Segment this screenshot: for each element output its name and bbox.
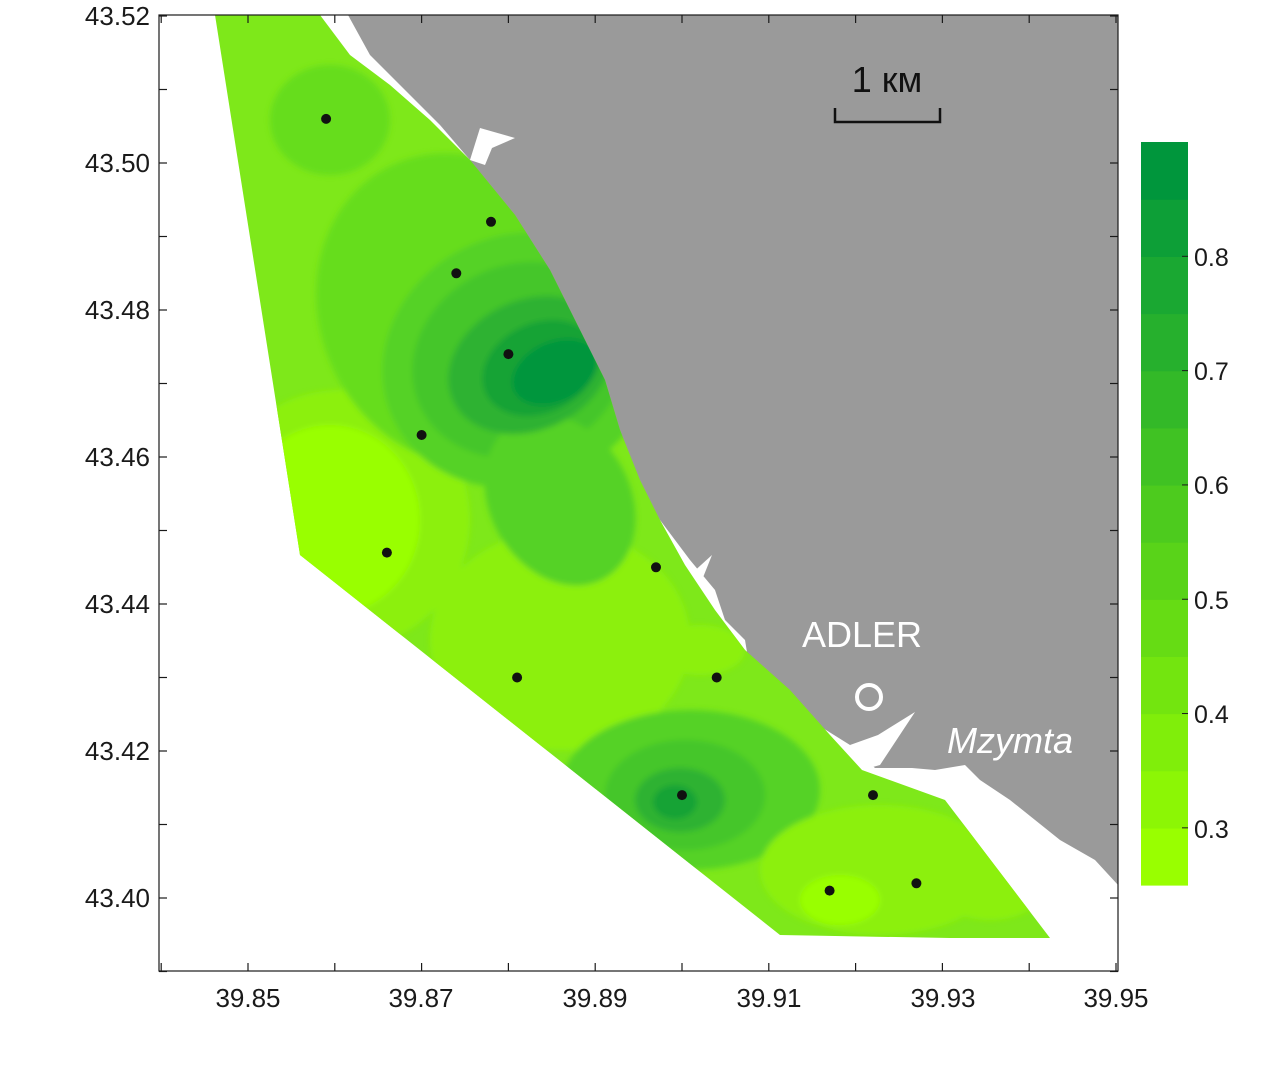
station-marker (381, 547, 392, 558)
station-marker (651, 562, 661, 573)
station-marker (868, 790, 878, 801)
colorbar-band (1141, 599, 1188, 657)
y-tick-label: 43.52 (85, 1, 150, 31)
y-tick-label: 43.44 (85, 589, 150, 619)
y-tick-label: 43.50 (85, 148, 150, 178)
x-tick-label: 39.91 (736, 983, 801, 1013)
colorbar-band (1141, 827, 1188, 886)
river-mouth (850, 712, 915, 770)
scale-bar-label: 1 км (852, 59, 923, 100)
station-marker (711, 672, 722, 683)
city-marker-icon (855, 683, 883, 711)
colorbar-band (1141, 484, 1188, 543)
scale-bar-line (833, 108, 942, 124)
colorbar-band (1141, 713, 1188, 772)
land-area (348, 15, 1118, 885)
coastline-notch-2 (690, 555, 712, 585)
colorbar-ticks (1182, 255, 1188, 829)
colorbar-band (1141, 199, 1188, 257)
colorbar-label: 0.8 (1194, 244, 1229, 272)
colorbar-label: 0.3 (1194, 816, 1229, 844)
y-tick-label: 43.46 (85, 442, 150, 472)
x-tick-label: 39.95 (1083, 983, 1148, 1013)
colorbar-band (1141, 370, 1188, 429)
colorbar-label: 0.4 (1194, 701, 1229, 729)
stations-layer (321, 113, 922, 896)
station-marker (512, 672, 523, 683)
station-marker (486, 216, 496, 227)
x-tick-label: 39.89 (562, 983, 627, 1013)
plot-frame (158, 14, 1119, 972)
colorbar-band (1141, 542, 1188, 600)
station-marker (677, 790, 687, 801)
station-marker (503, 349, 514, 360)
colorbar-band (1141, 656, 1188, 715)
colorbar-band (1141, 142, 1188, 200)
station-marker (824, 885, 835, 896)
colorbar-label: 0.7 (1194, 358, 1229, 386)
x-tick-label: 39.93 (910, 983, 975, 1013)
y-tick-label: 43.48 (85, 295, 150, 325)
x-tick-label: 39.87 (388, 983, 453, 1013)
x-axis-labels: 39.85 39.87 39.89 39.91 39.93 39.95 (215, 983, 1148, 1013)
colorbar-label: 0.5 (1194, 587, 1229, 615)
x-tick-label: 39.85 (215, 983, 280, 1013)
station-marker (416, 430, 427, 440)
station-marker (321, 113, 332, 124)
axis-ticks (159, 15, 1118, 973)
place-label-mzymta: Mzymta (947, 720, 1073, 761)
colorbar-band (1141, 313, 1188, 372)
colorbar-band (1141, 427, 1188, 486)
y-axis-labels: 43.52 43.50 43.48 43.46 43.44 43.42 43.4… (85, 1, 150, 913)
coastline-notch (470, 128, 515, 165)
scale-bar: 1 км (833, 59, 942, 124)
place-label-adler: ADLER (802, 614, 922, 655)
station-marker (911, 878, 922, 889)
colorbar-label: 0.6 (1194, 472, 1229, 500)
colorbar: 0.8 0.7 0.6 0.5 0.4 0.3 (1141, 142, 1229, 886)
y-tick-label: 43.42 (85, 736, 150, 766)
colorbar-band (1141, 256, 1188, 315)
colorbar-bands (1141, 142, 1188, 886)
colorbar-band (1141, 770, 1188, 829)
station-marker (451, 268, 462, 279)
y-tick-label: 43.40 (85, 883, 150, 913)
